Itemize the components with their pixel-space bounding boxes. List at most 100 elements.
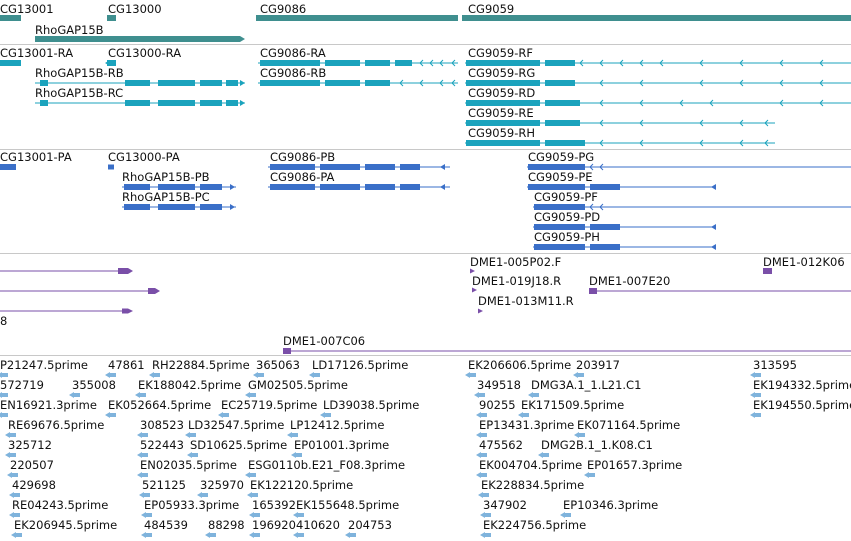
est-arrow[interactable] (185, 432, 190, 438)
protein-chevron[interactable] (599, 203, 604, 211)
est-glyph[interactable] (254, 533, 260, 537)
est-label[interactable]: EP05933.3prime (144, 498, 240, 512)
transcript-label[interactable]: RhoGAP15B-RC (35, 86, 124, 100)
est-arrow[interactable] (291, 452, 296, 458)
transcript-label[interactable]: CG13000-RA (108, 46, 182, 60)
protein-exon[interactable] (590, 184, 620, 190)
clone-arrow[interactable] (470, 268, 475, 274)
est-arrow[interactable] (247, 492, 252, 498)
est-label[interactable]: EK188042.5prime (138, 378, 242, 392)
protein-exon[interactable] (528, 184, 585, 190)
est-glyph[interactable] (110, 413, 116, 417)
est-arrow[interactable] (293, 512, 298, 518)
est-arrow[interactable] (560, 512, 565, 518)
protein-intron[interactable] (533, 206, 851, 208)
transcript-exon[interactable] (466, 80, 540, 86)
est-label[interactable]: 203917 (576, 358, 620, 372)
protein-glyph[interactable] (108, 164, 114, 170)
est-arrow[interactable] (205, 532, 210, 538)
protein-exon[interactable] (365, 184, 395, 190)
est-label[interactable]: 325970 (200, 478, 244, 492)
protein-exon[interactable] (270, 164, 315, 170)
transcript-chevron[interactable] (699, 79, 704, 87)
est-arrow[interactable] (105, 372, 110, 378)
est-label[interactable]: EP01657.3prime (587, 458, 683, 472)
est-arrow[interactable] (309, 372, 314, 378)
est-label[interactable]: 475562 (479, 438, 523, 452)
est-label[interactable]: 572719 (0, 378, 44, 392)
est-arrow[interactable] (5, 432, 10, 438)
est-label[interactable]: RE69676.5prime (8, 418, 105, 432)
est-arrow[interactable] (476, 412, 481, 418)
transcript-chevron[interactable] (639, 119, 644, 127)
transcript-chevron[interactable] (659, 59, 664, 67)
transcript-chevron[interactable] (429, 59, 434, 67)
transcript-label[interactable]: CG9059-RG (468, 66, 536, 80)
transcript-label[interactable]: CG9059-RF (468, 46, 533, 60)
est-label[interactable]: 349518 (477, 378, 521, 392)
transcript-chevron[interactable] (451, 79, 456, 87)
transcript-arrow[interactable] (105, 60, 110, 66)
est-label[interactable]: EK071164.5prime (577, 418, 681, 432)
protein-label[interactable]: CG13000-PA (108, 150, 180, 164)
clone-end[interactable] (283, 348, 291, 354)
est-glyph[interactable] (2, 373, 8, 377)
protein-label[interactable]: CG9059-PF (534, 190, 598, 204)
est-label[interactable]: EK004704.5prime (479, 458, 583, 472)
est-label[interactable]: EK155648.5prime (296, 498, 400, 512)
protein-intron[interactable] (533, 226, 716, 228)
est-label[interactable]: DMG2B.1_1.K08.C1 (541, 438, 653, 452)
est-arrow[interactable] (149, 372, 154, 378)
est-label[interactable]: SD10625.5prime (190, 438, 288, 452)
est-glyph[interactable] (350, 533, 356, 537)
est-arrow[interactable] (141, 532, 146, 538)
est-arrow[interactable] (9, 492, 14, 498)
transcript-chevron[interactable] (679, 99, 684, 107)
est-glyph[interactable] (142, 473, 148, 477)
transcript-chevron[interactable] (599, 59, 604, 67)
transcript-chevron[interactable] (779, 59, 784, 67)
transcript-exon[interactable] (545, 140, 585, 146)
est-glyph[interactable] (485, 533, 491, 537)
transcript-chevron[interactable] (419, 59, 424, 67)
est-label[interactable]: EK194550.5prime (753, 398, 851, 412)
transcript-chevron[interactable] (439, 59, 444, 67)
transcript-chevron[interactable] (764, 139, 769, 147)
protein-exon[interactable] (590, 244, 620, 250)
transcript-chevron[interactable] (451, 59, 456, 67)
est-glyph[interactable] (142, 453, 148, 457)
clone-end[interactable] (763, 268, 772, 274)
protein-exon[interactable] (365, 164, 395, 170)
est-glyph[interactable] (146, 533, 152, 537)
clone-end[interactable] (589, 288, 597, 294)
protein-label[interactable]: CG9086-PB (270, 150, 336, 164)
est-label[interactable]: EK206606.5prime (468, 358, 572, 372)
transcript-label[interactable]: CG13001-RA (0, 46, 74, 60)
transcript-exon[interactable] (365, 80, 390, 86)
protein-label[interactable]: CG9059-PD (534, 210, 601, 224)
est-arrow[interactable] (135, 392, 140, 398)
est-glyph[interactable] (202, 493, 208, 497)
clone-end[interactable] (148, 288, 155, 294)
clone-arrow[interactable] (155, 288, 160, 294)
est-arrow[interactable] (480, 512, 485, 518)
est-arrow[interactable] (7, 472, 12, 478)
transcript-chevron[interactable] (819, 59, 824, 67)
transcript-exon[interactable] (125, 80, 150, 86)
est-label[interactable]: EK206945.5prime (14, 518, 118, 532)
transcript-intron[interactable] (465, 122, 775, 124)
est-glyph[interactable] (12, 473, 18, 477)
est-arrow[interactable] (750, 392, 755, 398)
transcript-chevron[interactable] (619, 59, 624, 67)
clone-end[interactable] (122, 308, 128, 314)
transcript-chevron[interactable] (764, 119, 769, 127)
transcript-exon[interactable] (395, 60, 412, 66)
est-label[interactable]: EK122120.5prime (250, 478, 354, 492)
transcript-exon[interactable] (125, 100, 150, 106)
transcript-exon[interactable] (466, 60, 540, 66)
est-glyph[interactable] (192, 453, 198, 457)
est-label[interactable]: LD17126.5prime (312, 358, 409, 372)
gene-label[interactable]: CG13000 (108, 2, 162, 16)
protein-arrow[interactable] (711, 224, 716, 230)
clone-line[interactable] (0, 270, 125, 272)
